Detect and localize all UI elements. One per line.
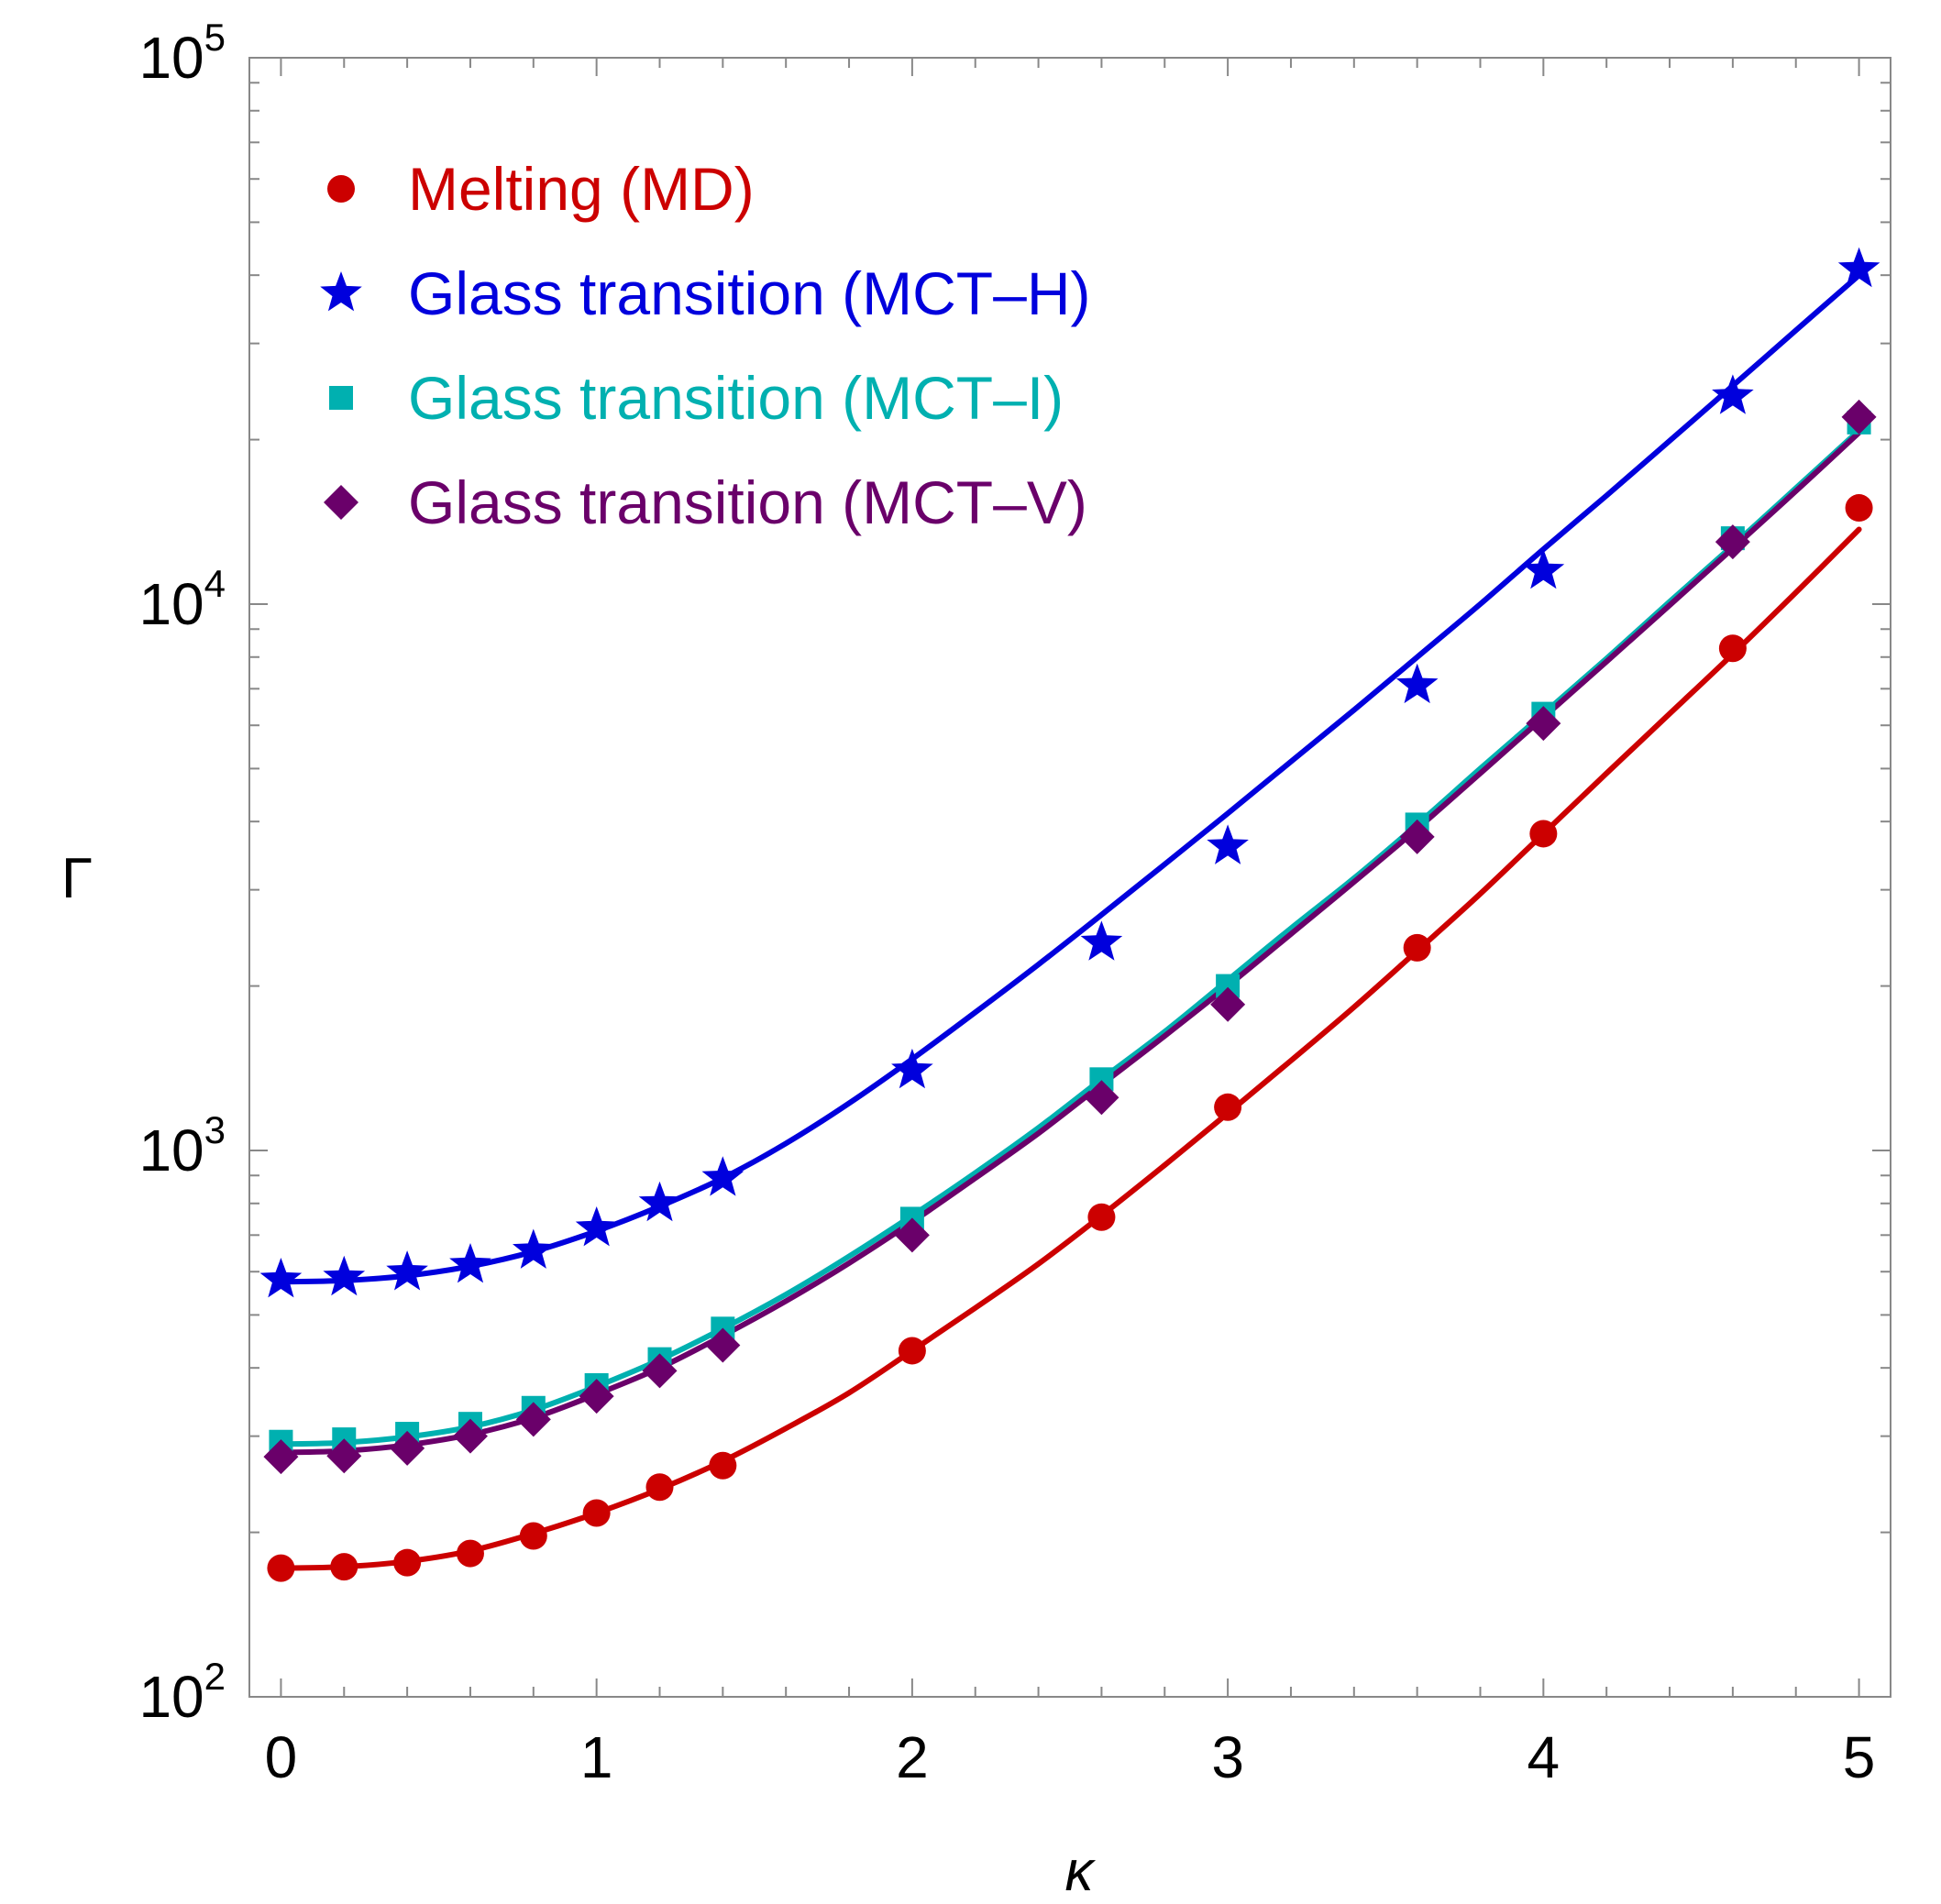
legend-label: Melting (MD) bbox=[408, 155, 755, 223]
data-point bbox=[1522, 548, 1565, 589]
x-tick-label: 5 bbox=[1843, 1724, 1876, 1790]
x-tick-label: 0 bbox=[265, 1724, 298, 1790]
data-point bbox=[1529, 820, 1558, 848]
data-point bbox=[456, 1539, 484, 1568]
data-point bbox=[638, 1181, 681, 1222]
data-point bbox=[1837, 247, 1880, 288]
fit-curve bbox=[278, 272, 1862, 1285]
data-point bbox=[701, 1156, 744, 1196]
tick-labels: 0 1 2 3 4 5 102 103 104 105 bbox=[138, 16, 1875, 1790]
data-point bbox=[390, 1430, 425, 1466]
data-point bbox=[1845, 494, 1873, 523]
data-point bbox=[582, 1499, 611, 1527]
data-point bbox=[579, 1379, 614, 1414]
axis-ticks bbox=[249, 57, 1891, 1698]
data-point bbox=[267, 1554, 295, 1582]
data-point bbox=[1715, 524, 1750, 560]
data-point bbox=[1841, 399, 1877, 435]
legend-label: Glass transition (MCT–H) bbox=[408, 259, 1090, 327]
legend: Melting (MD) Glass transition (MCT–H) Glas… bbox=[320, 155, 1090, 536]
data-point bbox=[1210, 986, 1246, 1022]
data-point bbox=[323, 1255, 366, 1296]
data-point bbox=[1214, 1093, 1242, 1121]
data-point bbox=[386, 1250, 428, 1291]
data-point bbox=[263, 1439, 299, 1475]
data-point bbox=[1526, 706, 1561, 742]
x-axis-label: κ bbox=[1065, 1840, 1097, 1903]
data-point bbox=[1084, 1080, 1119, 1116]
data-point bbox=[1207, 824, 1249, 864]
legend-marker bbox=[329, 386, 353, 410]
x-tick-label: 2 bbox=[896, 1724, 929, 1790]
data-point bbox=[452, 1418, 488, 1454]
data-point bbox=[705, 1327, 741, 1363]
data-point bbox=[642, 1353, 678, 1389]
data-point bbox=[330, 1553, 358, 1581]
data-point bbox=[326, 1438, 362, 1474]
legend-label: Glass transition (MCT–I) bbox=[408, 364, 1064, 432]
data-point bbox=[515, 1402, 551, 1437]
data-point bbox=[891, 1048, 933, 1089]
legend-marker bbox=[320, 271, 362, 312]
y-tick-label: 105 bbox=[138, 16, 226, 91]
y-tick-label: 104 bbox=[138, 562, 226, 637]
data-point bbox=[259, 1258, 303, 1298]
data-point bbox=[1403, 933, 1431, 962]
data-point bbox=[709, 1451, 737, 1480]
data-point bbox=[393, 1548, 422, 1577]
data-point bbox=[894, 1217, 930, 1253]
data-point bbox=[449, 1243, 491, 1283]
data-point bbox=[1395, 663, 1439, 704]
data-markers bbox=[259, 247, 1880, 1582]
data-point bbox=[645, 1473, 674, 1502]
x-tick-label: 1 bbox=[580, 1724, 613, 1790]
x-tick-label: 3 bbox=[1211, 1724, 1244, 1790]
legend-label: Glass transition (MCT–V) bbox=[408, 468, 1087, 536]
y-tick-label: 103 bbox=[138, 1108, 226, 1183]
data-point bbox=[513, 1228, 555, 1269]
legend-marker bbox=[324, 485, 358, 520]
data-point bbox=[1718, 634, 1747, 663]
plot-frame bbox=[248, 57, 1891, 1698]
data-point bbox=[519, 1522, 547, 1550]
data-point bbox=[1399, 819, 1435, 854]
data-point bbox=[1080, 920, 1123, 961]
data-point bbox=[898, 1337, 926, 1365]
data-point bbox=[1712, 374, 1754, 414]
data-point bbox=[1087, 1203, 1116, 1231]
data-point bbox=[575, 1206, 618, 1247]
y-tick-label: 102 bbox=[138, 1655, 226, 1730]
y-axis-label: Γ bbox=[61, 847, 93, 910]
x-tick-label: 4 bbox=[1527, 1724, 1561, 1790]
legend-marker bbox=[327, 175, 355, 203]
